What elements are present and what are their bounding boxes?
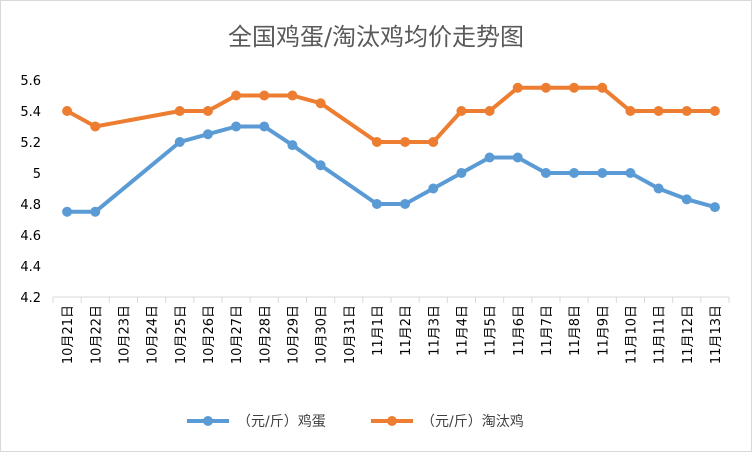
y-tick-label: 4.6 <box>20 229 41 244</box>
series-point-1 <box>709 202 720 213</box>
plot-series <box>62 82 720 217</box>
x-tick-label: 11月4日 <box>455 305 470 356</box>
x-tick-label: 10月22日 <box>89 305 104 364</box>
x-tick-label: 10月21日 <box>61 305 76 364</box>
series-point-2 <box>231 90 242 101</box>
series-point-2 <box>90 121 101 132</box>
series-point-2 <box>371 137 382 147</box>
legend: （元/斤）鸡蛋 （元/斤）淘汰鸡 <box>187 413 524 430</box>
x-tick-label: 10月23日 <box>117 305 132 364</box>
x-tick-label: 11月2日 <box>399 305 414 356</box>
series-point-1 <box>287 140 298 151</box>
x-tick-label: 10月27日 <box>230 305 245 364</box>
y-tick-label: 5.4 <box>20 105 41 120</box>
series-point-2 <box>540 82 551 93</box>
y-tick-label: 5.2 <box>20 136 41 151</box>
x-tick-label: 10月25日 <box>174 305 189 364</box>
chart-title: 全国鸡蛋/淘汰鸡均价走势图 <box>228 23 524 51</box>
series-point-1 <box>484 152 495 163</box>
series-point-2 <box>653 106 664 116</box>
series-point-2 <box>456 106 467 116</box>
series-point-2 <box>625 106 636 116</box>
series-point-2 <box>709 106 720 116</box>
series-point-2 <box>174 106 185 116</box>
x-tick-label: 11月8日 <box>568 305 583 356</box>
series-point-1 <box>400 199 411 209</box>
series-line-1 <box>65 124 717 214</box>
series-point-2 <box>400 137 411 147</box>
series-point-2 <box>681 106 692 116</box>
series-point-1 <box>456 168 467 178</box>
series-point-2 <box>569 82 580 93</box>
y-tick-label: 4.8 <box>20 198 41 213</box>
series-point-1 <box>62 206 73 217</box>
y-axis: 4.2 4.4 4.6 4.8 5 5.2 5.4 5.6 <box>20 74 41 306</box>
x-tick-label: 10月24日 <box>146 305 161 364</box>
series-point-1 <box>259 121 270 132</box>
series-point-1 <box>597 168 608 178</box>
x-tick-label: 11月12日 <box>681 305 696 364</box>
x-tick-label: 11月1日 <box>371 305 386 356</box>
x-tick-label: 11月3日 <box>427 305 442 356</box>
series-point-1 <box>315 160 326 171</box>
series-line-2 <box>65 85 717 144</box>
series-point-1 <box>90 206 101 217</box>
series-point-1 <box>569 168 580 178</box>
series-point-1 <box>681 194 692 205</box>
series-point-2 <box>597 82 608 93</box>
y-tick-label: 4.2 <box>20 291 41 306</box>
series-point-2 <box>484 106 495 116</box>
series-point-1 <box>174 137 185 147</box>
y-tick-label: 4.4 <box>20 260 41 275</box>
series-point-2 <box>287 90 298 101</box>
x-tick-label: 10月28日 <box>258 305 273 364</box>
x-tick-label: 10月26日 <box>202 305 217 364</box>
series-point-1 <box>371 199 382 209</box>
series-point-2 <box>428 137 439 147</box>
series-point-1 <box>540 168 551 178</box>
x-tick-label: 11月10日 <box>624 305 639 364</box>
x-tick-label: 11月7日 <box>540 305 555 356</box>
x-tick-label: 10月31日 <box>343 305 358 364</box>
legend-label-2: （元/斤）淘汰鸡 <box>421 413 524 430</box>
legend-label-1: （元/斤）鸡蛋 <box>237 413 326 430</box>
series-point-1 <box>428 183 439 194</box>
y-tick-label: 5 <box>33 167 41 182</box>
series-point-2 <box>512 82 523 93</box>
series-point-1 <box>653 183 664 194</box>
legend-marker-1 <box>203 416 213 426</box>
x-tick-label: 11月13日 <box>709 305 724 364</box>
series-point-1 <box>512 152 523 163</box>
x-tick-label: 11月5日 <box>484 305 499 356</box>
x-tick-label: 11月11日 <box>653 305 668 364</box>
x-axis: 10月21日 10月22日 10月23日 10月24日 10月25日 10月26日 10月2… <box>52 296 730 364</box>
series-point-1 <box>625 168 636 178</box>
series-point-2 <box>62 106 73 116</box>
series-point-1 <box>231 121 242 132</box>
series-point-1 <box>202 129 213 140</box>
y-tick-label: 5.6 <box>20 74 41 89</box>
x-tick-label: 10月29日 <box>286 305 301 364</box>
legend-marker-2 <box>387 416 397 426</box>
x-tick-label: 11月6日 <box>512 305 527 356</box>
series-point-2 <box>315 98 326 109</box>
x-tick-label: 10月30日 <box>315 305 330 364</box>
series-point-2 <box>202 106 213 116</box>
x-tick-label: 11月9日 <box>596 305 611 356</box>
series-point-2 <box>259 90 270 101</box>
